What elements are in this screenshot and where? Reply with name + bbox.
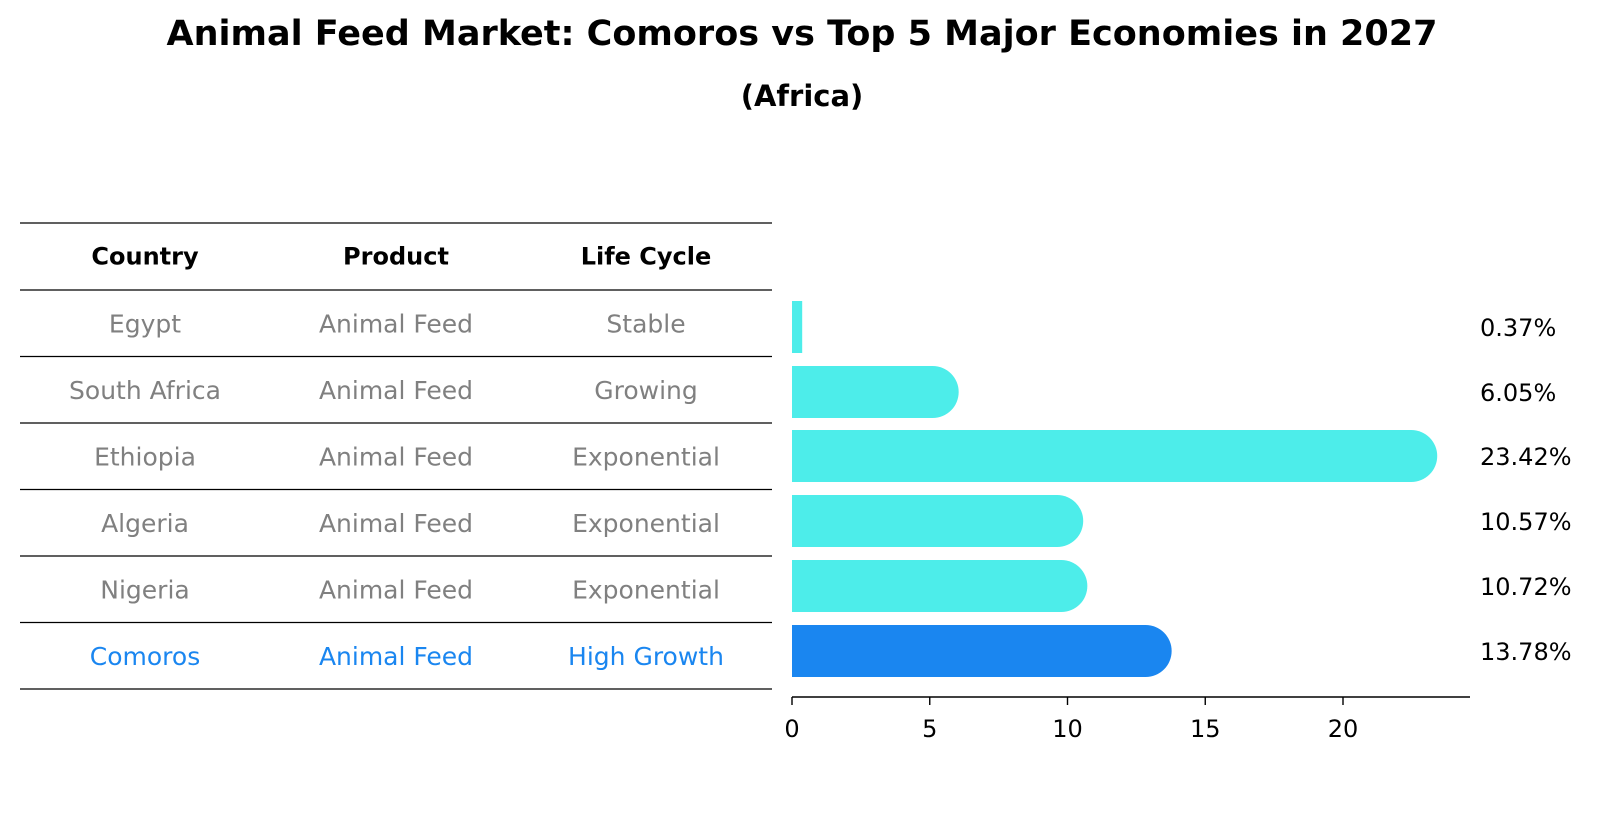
bar-nigeria (792, 560, 1088, 612)
table-cell-life-cycle: Exponential (572, 509, 720, 538)
table-cell-life-cycle: Exponential (572, 442, 720, 471)
data-label: 10.72% (1480, 573, 1572, 601)
table-cell-product: Animal Feed (319, 442, 473, 471)
bar-south-africa (792, 366, 959, 418)
table-cell-country: Egypt (109, 309, 181, 338)
table-cell-product: Animal Feed (319, 575, 473, 604)
table-cell-country: Nigeria (100, 575, 189, 604)
product-header: Product (343, 243, 449, 271)
table-cell-product: Animal Feed (319, 309, 473, 338)
data-label: 6.05% (1480, 379, 1556, 407)
bar-egypt (792, 301, 803, 353)
data-label: 10.57% (1480, 508, 1572, 536)
x-tick-label: 0 (784, 715, 799, 743)
x-tick-label: 5 (922, 715, 937, 743)
country-header: Country (91, 243, 199, 271)
table-cell-country: Comoros (90, 642, 200, 671)
data-label: 23.42% (1480, 443, 1572, 471)
table-cell-country: Ethiopia (94, 442, 196, 471)
table-cell-life-cycle: Stable (606, 309, 685, 338)
x-tick-label: 10 (1052, 715, 1083, 743)
table-cell-life-cycle: High Growth (568, 642, 724, 671)
chart-title: Animal Feed Market: Comoros vs Top 5 Maj… (166, 14, 1438, 54)
table-cell-product: Animal Feed (319, 642, 473, 671)
data-label: 13.78% (1480, 638, 1572, 666)
x-tick-label: 15 (1190, 715, 1221, 743)
data-label: 0.37% (1480, 314, 1556, 342)
bar-comoros (792, 625, 1172, 677)
x-tick-label: 20 (1328, 715, 1359, 743)
table-cell-product: Animal Feed (319, 376, 473, 405)
table-cell-life-cycle: Growing (594, 376, 698, 405)
table-cell-life-cycle: Exponential (572, 575, 720, 604)
table-cell-country: Algeria (101, 509, 189, 538)
bar-ethiopia (792, 430, 1438, 482)
table-cell-product: Animal Feed (319, 509, 473, 538)
bar-algeria (792, 495, 1084, 547)
life-cycle-header: Life Cycle (581, 243, 712, 271)
table-cell-country: South Africa (69, 376, 221, 405)
chart-subtitle: (Africa) (740, 79, 864, 113)
